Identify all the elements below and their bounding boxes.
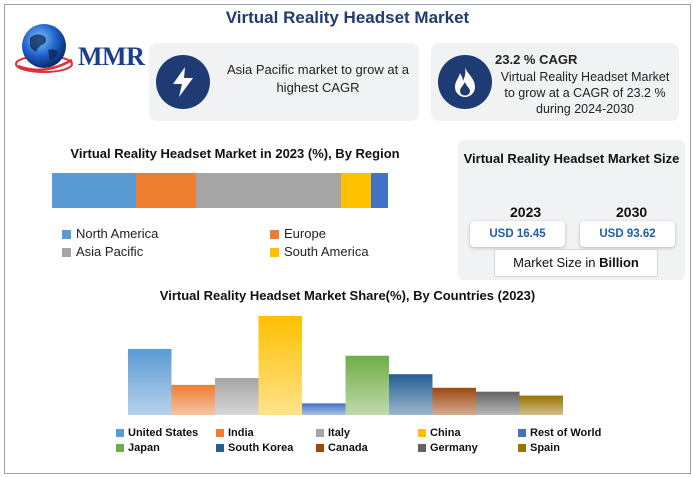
bar-japan (345, 355, 389, 415)
cagr-title: 23.2 % CAGR (495, 52, 578, 67)
country-chart-title: Virtual Reality Headset Market Share(%),… (159, 288, 536, 303)
cagr-text: Virtual Reality Headset Market to grow a… (500, 70, 670, 116)
country-legend-spain: Spain (518, 442, 560, 454)
market-size-card: Virtual Reality Headset Market Size 2023… (458, 140, 685, 280)
globe-icon (15, 24, 73, 73)
year-2023: 2023 (510, 204, 542, 220)
legend-label: Europe (284, 226, 326, 241)
legend-swatch (518, 444, 526, 453)
legend-label: Italy (328, 427, 351, 439)
logo-text: MMR (78, 42, 145, 71)
legend-label: Germany (430, 442, 478, 454)
outer-frame (4, 4, 691, 474)
country-legend-india: India (216, 427, 254, 439)
region-stacked-bar (52, 173, 388, 208)
bar-rest-of-world (302, 403, 346, 415)
bar-spain (519, 395, 563, 415)
legend-swatch (270, 230, 279, 240)
legend-swatch (418, 429, 426, 438)
region-growth-text: Asia Pacific market to grow at a highest… (226, 62, 410, 95)
legend-label: Asia Pacific (76, 244, 144, 259)
legend-swatch (418, 444, 426, 453)
country-legend-canada: Canada (316, 442, 368, 454)
country-legend-united-states: United States (116, 427, 198, 439)
legend-label: Canada (328, 442, 368, 454)
region-segment-europe (136, 173, 197, 208)
legend-swatch (62, 248, 71, 258)
country-legend-japan: Japan (116, 442, 160, 454)
country-legend-south-korea: South Korea (216, 442, 293, 454)
region-legend-north-america: North America (62, 226, 158, 241)
region-legend-south-america: South America (270, 244, 369, 259)
bar-germany (476, 391, 520, 415)
legend-swatch (518, 429, 526, 438)
legend-label: North America (76, 226, 159, 241)
legend-swatch (216, 444, 224, 453)
market-size-unit: Market Size in Billion (494, 249, 658, 277)
legend-label: Spain (530, 442, 560, 454)
legend-swatch (116, 444, 124, 453)
legend-label: United States (128, 427, 199, 439)
region-chart-title: Virtual Reality Headset Market in 2023 (… (70, 146, 400, 161)
bar-italy (215, 378, 259, 415)
legend-swatch (216, 429, 224, 438)
lightning-icon (173, 67, 193, 97)
country-legend-germany: Germany (418, 442, 478, 454)
country-legend-china: China (418, 427, 461, 439)
legend-swatch (270, 248, 279, 258)
region-legend-europe: Europe (270, 226, 326, 241)
highlight-card-region: Asia Pacific market to grow at a highest… (149, 43, 419, 121)
bar-united-states (128, 348, 172, 415)
value-2023: USD 16.45 (470, 221, 565, 247)
region-segment-south-america (340, 173, 372, 208)
bar-canada (432, 387, 476, 415)
bar-india (171, 384, 215, 415)
market-size-title: Virtual Reality Headset Market Size (463, 151, 680, 166)
legend-label: South Korea (228, 442, 294, 454)
legend-swatch (116, 429, 124, 438)
legend-swatch (316, 444, 324, 453)
logo: MMR (12, 20, 145, 76)
region-segment-middle-east-and-africa (371, 173, 388, 208)
value-2030: USD 93.62 (580, 221, 675, 247)
page-title: Virtual Reality Headset Market (225, 8, 470, 27)
region-legend-asia-pacific: Asia Pacific (62, 244, 143, 259)
legend-swatch (316, 429, 324, 438)
flame-icon (455, 67, 475, 97)
legend-swatch (62, 230, 71, 240)
bar-south-korea (389, 374, 433, 415)
region-segment-asia-pacific (196, 173, 341, 208)
legend-label: India (228, 427, 254, 439)
legend-label: South America (284, 244, 369, 259)
highlight-card-cagr: 23.2 % CAGR Virtual Reality Headset Mark… (431, 43, 679, 121)
year-2030: 2030 (616, 204, 648, 220)
legend-label: Japan (128, 442, 160, 454)
legend-label: Rest of World (530, 427, 602, 439)
bar-china (258, 315, 302, 415)
country-legend-rest-of-world: Rest of World (518, 427, 601, 439)
region-segment-north-america (52, 173, 136, 208)
country-legend-italy: Italy (316, 427, 350, 439)
legend-label: China (430, 427, 461, 439)
